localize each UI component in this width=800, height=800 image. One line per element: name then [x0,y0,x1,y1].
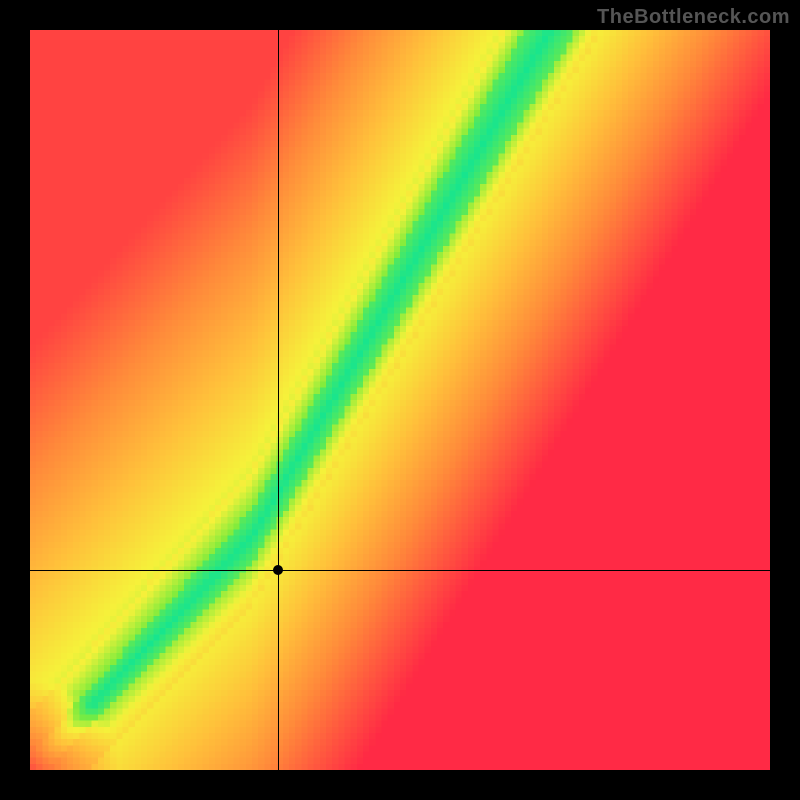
crosshair-vertical [278,30,279,770]
heatmap-plot [30,30,770,770]
crosshair-horizontal [30,570,770,571]
heatmap-canvas [30,30,770,770]
app-root: TheBottleneck.com [0,0,800,800]
watermark-text: TheBottleneck.com [597,6,790,29]
